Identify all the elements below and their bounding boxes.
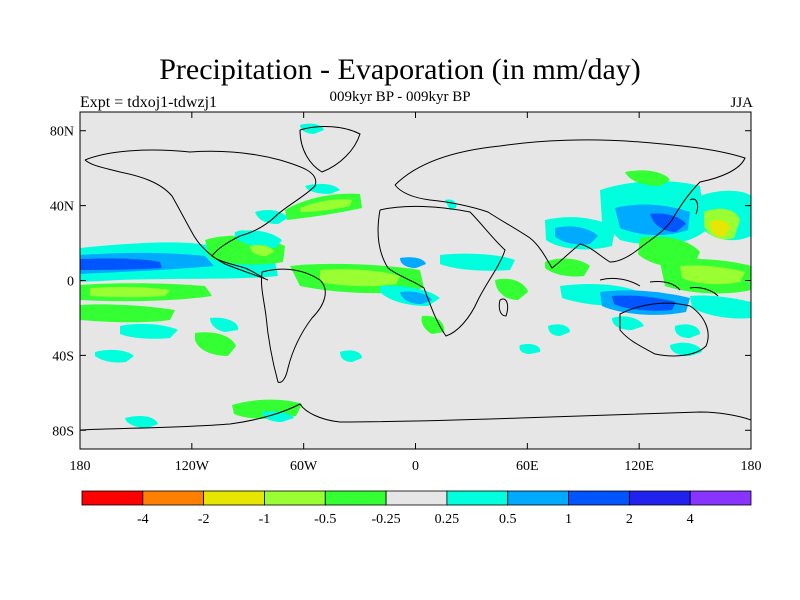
anomaly-blob bbox=[262, 411, 294, 422]
x-tick-label: 0 bbox=[412, 459, 419, 474]
x-tick-label: 120W bbox=[175, 459, 210, 474]
colorbar-swatch bbox=[81, 490, 144, 506]
anomaly-blob bbox=[690, 295, 751, 319]
coastline-antarctica bbox=[80, 403, 751, 431]
anomaly-blob bbox=[650, 213, 686, 232]
colorbar-swatch bbox=[568, 490, 630, 506]
anomaly-blob bbox=[125, 416, 158, 428]
anomaly-blob bbox=[555, 226, 598, 245]
colorbar-swatch bbox=[446, 490, 509, 506]
coastline-madagascar bbox=[498, 298, 509, 317]
colorbar-swatch bbox=[385, 490, 448, 506]
coastline-eurasia bbox=[394, 139, 746, 269]
anomaly-blob bbox=[548, 324, 570, 336]
y-tick-label: 80S bbox=[52, 424, 74, 439]
colorbar-label: 0.5 bbox=[499, 512, 517, 527]
coastline-indonesia bbox=[599, 277, 719, 297]
anomaly-blob bbox=[95, 349, 134, 363]
anomaly-blob bbox=[421, 315, 445, 334]
anomaly-blob bbox=[340, 350, 362, 362]
anomaly-blob bbox=[210, 317, 239, 332]
coastline-south-america bbox=[261, 268, 326, 383]
colorbar-label: -2 bbox=[198, 512, 210, 527]
coastline-greenland bbox=[299, 126, 361, 173]
x-tick-label: 180 bbox=[741, 459, 762, 474]
y-tick-label: 80N bbox=[50, 125, 74, 140]
coastline-africa bbox=[377, 205, 506, 337]
x-tick-label: 60E bbox=[516, 459, 539, 474]
anomaly-blob bbox=[80, 258, 162, 270]
coastlines bbox=[80, 126, 751, 431]
coastline-australia bbox=[619, 302, 709, 357]
anomaly-blob bbox=[400, 257, 426, 268]
anomaly-blob bbox=[612, 295, 676, 311]
y-tick-label: 0 bbox=[67, 275, 74, 290]
anomaly-blob bbox=[90, 286, 170, 298]
colorbar-label: 0.25 bbox=[435, 512, 460, 527]
colorbar-label: -0.25 bbox=[372, 512, 401, 527]
coastline-north-america bbox=[84, 149, 317, 281]
x-tick-label: 120E bbox=[624, 459, 654, 474]
colorbar-swatch bbox=[142, 490, 205, 506]
anomaly-blob bbox=[440, 253, 515, 271]
x-tick-label: 180 bbox=[70, 459, 91, 474]
axis-ticks bbox=[79, 112, 752, 449]
anomaly-field bbox=[80, 123, 751, 428]
chart-subtitle: 009kyr BP - 009kyr BP bbox=[329, 89, 471, 105]
anomaly-blob bbox=[255, 210, 288, 224]
chart-title: Precipitation - Evaporation (in mm/day) bbox=[159, 53, 641, 86]
anomaly-blob bbox=[519, 343, 541, 354]
y-tick-label: 40S bbox=[52, 349, 74, 364]
colorbar-swatch bbox=[689, 490, 752, 506]
axis-tick-labels: 180 120W 60W 0 60E 120E 180 80N 40N 0 40S 80S bbox=[50, 125, 762, 474]
colorbar-swatch bbox=[264, 490, 326, 506]
anomaly-blob bbox=[710, 220, 730, 237]
anomaly-blob bbox=[495, 278, 528, 300]
anomaly-blob bbox=[400, 291, 432, 304]
colorbar-swatch bbox=[203, 490, 265, 506]
anomaly-blob bbox=[250, 244, 274, 256]
anomaly-blob bbox=[300, 123, 324, 134]
colorbar-label: 1 bbox=[565, 512, 572, 527]
anomaly-blob bbox=[305, 183, 340, 194]
anomaly-blob bbox=[545, 258, 590, 277]
colorbar: -4 -2 -1 -0.5 -0.25 0.25 0.5 1 2 4 bbox=[81, 490, 752, 527]
colorbar-label: -0.5 bbox=[314, 512, 336, 527]
colorbar-swatch bbox=[507, 490, 569, 506]
colorbar-label: 4 bbox=[687, 512, 694, 527]
y-tick-label: 40N bbox=[50, 200, 74, 215]
season-label: JJA bbox=[730, 95, 753, 111]
colorbar-swatch bbox=[324, 490, 387, 506]
colorbar-label: -4 bbox=[137, 512, 149, 527]
anomaly-blob bbox=[680, 265, 745, 285]
coastline-japan bbox=[689, 198, 699, 215]
anomaly-blob bbox=[195, 332, 236, 356]
x-tick-label: 60W bbox=[290, 459, 318, 474]
anomaly-blob bbox=[320, 269, 400, 287]
anomaly-blob bbox=[80, 304, 175, 323]
colorbar-label: -1 bbox=[259, 512, 271, 527]
anomaly-blob bbox=[120, 323, 178, 339]
colorbar-swatch bbox=[628, 490, 691, 506]
colorbar-label: 2 bbox=[626, 512, 633, 527]
experiment-label: Expt = tdxoj1-tdwzj1 bbox=[80, 94, 218, 111]
anomaly-blob bbox=[674, 324, 700, 338]
anomaly-blob bbox=[300, 199, 352, 212]
anomaly-blob bbox=[625, 170, 670, 186]
